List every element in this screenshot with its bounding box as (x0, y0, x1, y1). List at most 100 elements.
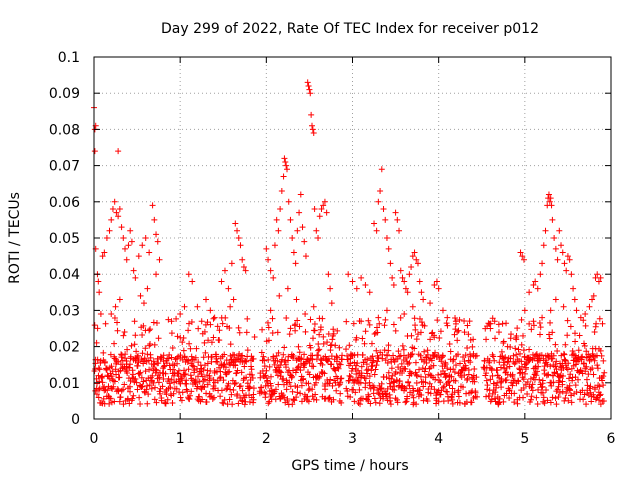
data-point (237, 382, 244, 389)
data-point (427, 364, 434, 371)
x-tick-label: 5 (520, 431, 529, 447)
data-point (409, 253, 416, 260)
data-point (511, 390, 518, 397)
data-point (420, 358, 427, 365)
data-point (231, 380, 238, 387)
data-point (270, 274, 277, 281)
data-point (267, 307, 274, 314)
data-point (379, 355, 386, 362)
data-point (358, 274, 365, 281)
data-point (494, 367, 501, 374)
data-point (521, 370, 528, 377)
data-point (547, 307, 554, 314)
data-point (537, 271, 544, 278)
data-point (343, 346, 350, 353)
data-point (583, 376, 590, 383)
data-point (421, 368, 428, 375)
data-point (265, 356, 272, 363)
data-point (295, 343, 302, 350)
data-point (354, 360, 361, 367)
data-point (180, 347, 187, 354)
data-point (416, 278, 423, 285)
data-point (412, 359, 419, 366)
data-point (589, 296, 596, 303)
data-point (219, 320, 226, 327)
data-point (347, 355, 354, 362)
data-point (170, 366, 177, 373)
data-point (365, 317, 372, 324)
data-point (155, 360, 162, 367)
data-point (412, 369, 419, 376)
data-point (418, 391, 425, 398)
data-point (179, 339, 186, 346)
data-point (146, 366, 153, 373)
data-point (227, 341, 234, 348)
data-point (210, 315, 217, 322)
data-point (373, 362, 380, 369)
data-point (501, 365, 508, 372)
data-point (529, 387, 536, 394)
data-point (556, 373, 563, 380)
data-point (213, 355, 220, 362)
data-point (275, 381, 282, 388)
data-point (345, 271, 352, 278)
data-point (195, 325, 202, 332)
data-point (547, 319, 554, 326)
data-point (392, 209, 399, 216)
data-point (567, 371, 574, 378)
data-point (366, 289, 373, 296)
data-point (188, 319, 195, 326)
data-point (302, 311, 309, 318)
data-point (428, 357, 435, 364)
data-point (248, 371, 255, 378)
x-tick-label: 0 (90, 431, 99, 447)
data-point (376, 320, 383, 327)
data-point (138, 384, 145, 391)
data-point (169, 345, 176, 352)
data-point (596, 392, 603, 399)
data-point (546, 198, 553, 205)
data-point (104, 372, 111, 379)
data-point (368, 340, 375, 347)
data-point (451, 331, 458, 338)
data-point (357, 379, 364, 386)
data-point (381, 347, 388, 354)
data-point (383, 393, 390, 400)
data-point (289, 235, 296, 241)
data-point (93, 391, 100, 398)
y-tick-label: 0.02 (49, 340, 80, 356)
data-point (411, 249, 418, 256)
data-point (487, 325, 494, 332)
data-point (408, 351, 415, 358)
data-point (106, 400, 113, 407)
data-point (265, 256, 272, 263)
data-point (397, 267, 404, 274)
data-point (487, 376, 494, 383)
data-point (225, 285, 232, 292)
data-point (135, 352, 142, 359)
data-point (132, 274, 139, 281)
data-point (333, 353, 340, 360)
data-point (326, 380, 333, 387)
data-point (549, 394, 556, 401)
data-point (104, 387, 111, 394)
data-point (288, 374, 295, 381)
data-point (418, 289, 425, 296)
data-point (521, 307, 528, 314)
data-point (192, 354, 199, 361)
data-point (527, 396, 534, 403)
data-point (592, 274, 599, 281)
data-point (214, 358, 221, 365)
data-point (558, 242, 565, 249)
data-point (551, 235, 558, 241)
data-point (220, 400, 227, 407)
data-point (385, 347, 392, 354)
data-point (146, 249, 153, 256)
data-point (149, 372, 156, 379)
data-point (362, 282, 369, 289)
data-point (346, 377, 353, 384)
data-point (180, 334, 187, 341)
data-point (554, 348, 561, 355)
data-point (120, 386, 127, 393)
data-point (274, 358, 281, 365)
